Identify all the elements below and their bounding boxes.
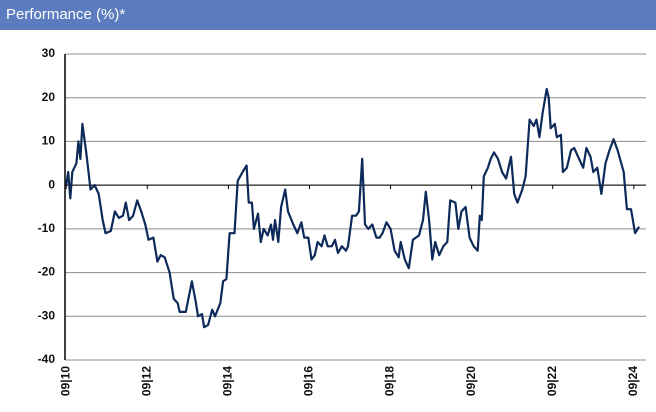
y-tick-label: -20 bbox=[38, 265, 56, 279]
x-tick-label: 09|16 bbox=[302, 366, 316, 396]
data-line bbox=[65, 87, 641, 329]
y-tick-label: 20 bbox=[42, 90, 56, 104]
x-tick-label: 09|20 bbox=[464, 366, 478, 396]
y-tick-label: 0 bbox=[48, 177, 55, 191]
y-tick-label: 30 bbox=[42, 46, 56, 60]
y-tick-label: -40 bbox=[38, 352, 56, 366]
x-tick-label: 09|24 bbox=[626, 366, 640, 396]
y-tick-label: -30 bbox=[38, 308, 56, 322]
x-tick-label: 09|22 bbox=[545, 366, 559, 396]
x-tick-label: 09|18 bbox=[383, 366, 397, 396]
y-tick-label: -10 bbox=[38, 221, 56, 235]
x-tick-label: 09|10 bbox=[58, 366, 72, 396]
x-tick-label: 09|14 bbox=[221, 366, 235, 396]
x-tick-label: 09|12 bbox=[139, 366, 153, 396]
y-tick-label: 10 bbox=[42, 134, 56, 148]
header-title: Performance (%)* bbox=[0, 0, 656, 30]
